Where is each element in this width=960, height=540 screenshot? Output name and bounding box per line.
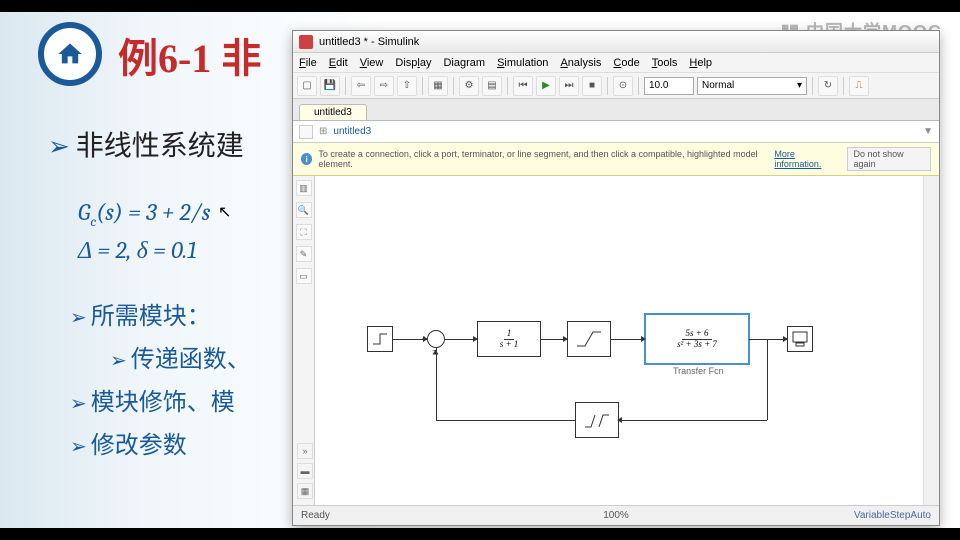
pal-fit[interactable]: ⛶ (296, 224, 312, 240)
sim-mode-dropdown[interactable]: Normal▾ (697, 77, 807, 95)
menu-simulation[interactable]: Simulation (497, 57, 548, 69)
main-bullet: ➢非线性系统建 (48, 124, 244, 164)
pal-annotate[interactable]: ✎ (296, 246, 312, 262)
tb-fastrestart[interactable]: ↻ (818, 76, 838, 96)
dismiss-button[interactable]: Do not show again (847, 147, 931, 171)
home-icon[interactable] (38, 22, 102, 86)
menu-tools[interactable]: Tools (652, 57, 678, 69)
transfer-fcn-label: Transfer Fcn (673, 366, 724, 376)
tb-stop[interactable]: ■ (582, 76, 602, 96)
sum-block[interactable]: + − (427, 330, 445, 348)
sim-time-field[interactable]: 10.0 (644, 77, 694, 95)
step-block[interactable] (367, 326, 393, 352)
slide-title: 例6-1 非 (118, 26, 261, 84)
breadcrumb-root[interactable]: untitled3 (333, 126, 371, 137)
menubar: File Edit View Display Diagram Simulatio… (293, 53, 939, 73)
scrollbar[interactable] (923, 176, 939, 505)
model-browser-icon[interactable] (299, 125, 313, 139)
mouse-cursor: ↖ (218, 202, 231, 222)
tb-stepback[interactable]: ⏮ (513, 76, 533, 96)
menu-file[interactable]: File (299, 57, 317, 69)
scope-block[interactable] (787, 326, 813, 352)
tb-explorer[interactable]: ▤ (482, 76, 502, 96)
status-bar: Ready 100% VariableStepAuto (293, 505, 939, 525)
equation-2: Δ = 2, δ = 0.1 (78, 232, 210, 268)
tb-config[interactable]: ⚙ (459, 76, 479, 96)
tb-save[interactable]: 💾 (320, 76, 340, 96)
pal-browser[interactable]: ▥ (296, 180, 312, 196)
menu-edit[interactable]: Edit (329, 57, 348, 69)
pal-overview[interactable]: ▦ (297, 483, 313, 499)
tb-back[interactable]: ⇦ (351, 76, 371, 96)
model-canvas[interactable]: + − 1s + 1 5s + 6s² + 3s + 7 Transfer Fc… (315, 176, 923, 505)
window-titlebar[interactable]: untitled3 * - Simulink (293, 31, 939, 53)
info-icon: i (301, 153, 312, 165)
simulink-icon (299, 35, 313, 49)
menu-code[interactable]: Code (613, 57, 639, 69)
tb-build[interactable]: ⎍ (849, 76, 869, 96)
tb-library[interactable]: ▦ (428, 76, 448, 96)
model-tab[interactable]: untitled3 (299, 104, 367, 120)
tb-record[interactable]: ⊙ (613, 76, 633, 96)
tb-up[interactable]: ⇧ (397, 76, 417, 96)
menu-analysis[interactable]: Analysis (560, 57, 601, 69)
pal-signal[interactable]: » (297, 443, 313, 459)
tb-new[interactable]: ▢ (297, 76, 317, 96)
menu-display[interactable]: Display (395, 57, 431, 69)
simulink-window: untitled3 * - Simulink File Edit View Di… (292, 30, 940, 526)
pal-zoom[interactable]: 🔍 (296, 202, 312, 218)
menu-help[interactable]: Help (689, 57, 712, 69)
menu-diagram[interactable]: Diagram (443, 57, 485, 69)
status-ready: Ready (301, 510, 330, 521)
more-info-link[interactable]: More information. (774, 149, 840, 169)
deadzone-block[interactable] (575, 402, 619, 438)
status-solver[interactable]: VariableStepAuto (854, 510, 931, 521)
toolbar: ▢ 💾 ⇦ ⇨ ⇧ ▦ ⚙ ▤ ⏮ ▶ ⏭ ■ ⊙ 10.0 Normal▾ ↻… (293, 73, 939, 99)
tb-stepfwd[interactable]: ⏭ (559, 76, 579, 96)
pal-viewer[interactable]: ▬ (297, 463, 313, 479)
tb-run[interactable]: ▶ (536, 76, 556, 96)
equations: Gc(s) = 3 + 2/s Δ = 2, δ = 0.1 (78, 194, 210, 268)
info-bar: i To create a connection, click a port, … (293, 143, 939, 176)
menu-view[interactable]: View (360, 57, 384, 69)
tb-fwd[interactable]: ⇨ (374, 76, 394, 96)
equation-1: Gc(s) = 3 + 2/s (78, 194, 210, 232)
model-tabs: untitled3 (293, 99, 939, 121)
status-zoom: 100% (603, 510, 629, 521)
pal-image[interactable]: ▭ (296, 268, 312, 284)
transfer-fcn-1-block[interactable]: 1s + 1 (477, 321, 541, 357)
sub-bullets: ➢所需模块： ➢传递函数、 ➢模块修饰、模 ➢修改参数 (70, 296, 251, 468)
breadcrumb-bar: ⊞ untitled3 ▼ (293, 121, 939, 143)
transfer-fcn-2-block[interactable]: 5s + 6s² + 3s + 7 (645, 314, 749, 364)
saturation-block[interactable] (567, 321, 611, 357)
